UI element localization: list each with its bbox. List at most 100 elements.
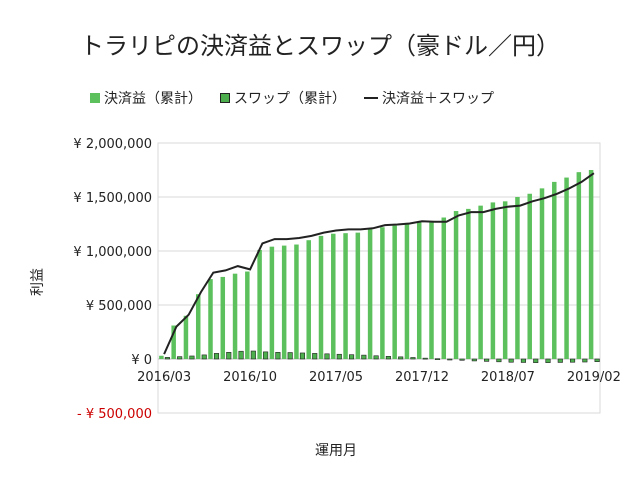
bar-settlement: [294, 244, 299, 359]
bar-settlement: [588, 170, 594, 359]
bar-swap: [238, 350, 244, 360]
legend-item-settlement: 決済益（累計）: [90, 88, 202, 108]
bar-swap: [299, 352, 305, 360]
bar-swap: [570, 358, 576, 363]
y-tick-label: ¥ 500,000: [86, 299, 152, 314]
bar-settlement: [257, 249, 262, 359]
bar-settlement: [367, 229, 373, 359]
y-axis-label: 利益: [30, 268, 46, 296]
bar-settlement: [502, 201, 508, 359]
y-tick-label: ¥ 1,000,000: [73, 245, 152, 260]
bar-settlement: [564, 177, 569, 359]
bar-settlement: [576, 172, 582, 359]
bar-swap: [496, 358, 502, 363]
bar-swap: [484, 358, 490, 362]
bar-swap: [447, 358, 453, 361]
bar-swap: [508, 358, 514, 363]
line-total: [163, 172, 595, 355]
legend-swatch-settlement: [90, 93, 100, 103]
bar-settlement: [159, 355, 164, 359]
x-tick-label: 2019/02: [567, 370, 621, 385]
bar-settlement: [220, 276, 226, 359]
bar-settlement: [539, 188, 545, 359]
bar-settlement: [355, 232, 361, 359]
bar-settlement: [429, 222, 434, 359]
bar-swap: [213, 353, 220, 360]
y-tick-label: - ¥ 500,000: [77, 407, 152, 422]
bar-settlement: [527, 193, 532, 359]
bar-settlement: [515, 197, 520, 359]
bar-settlement: [232, 273, 238, 359]
bar-settlement: [171, 325, 176, 359]
x-tick-label: 2017/05: [309, 370, 363, 385]
bar-swap: [459, 358, 465, 361]
bar-settlement: [466, 208, 471, 359]
bar-swap: [520, 358, 526, 363]
legend-label-total: 決済益＋スワップ: [382, 91, 494, 107]
bar-swap: [557, 358, 563, 363]
legend-item-swap: スワップ（累計）: [220, 88, 346, 108]
bar-settlement: [453, 211, 459, 359]
y-tick-label: ¥ 0: [131, 353, 152, 368]
bar-swap: [287, 352, 293, 360]
bar-settlement: [380, 227, 385, 359]
bar-swap: [434, 358, 441, 360]
bar-settlement: [392, 225, 397, 359]
bar-settlement: [208, 279, 213, 359]
y-tick-label: ¥ 1,500,000: [73, 191, 152, 206]
bar-swap: [533, 358, 539, 363]
legend-label-settlement: 決済益（累計）: [104, 91, 202, 107]
bar-swap: [226, 352, 232, 360]
bar-swap: [275, 352, 281, 360]
bar-swap: [324, 353, 330, 360]
bar-swap: [263, 351, 269, 360]
bar-settlement: [490, 202, 496, 359]
bar-swap: [201, 354, 207, 360]
bar-settlement: [281, 245, 287, 359]
bar-settlement: [269, 246, 275, 359]
legend-label-swap: スワップ（累計）: [234, 91, 346, 107]
bar-swap: [385, 355, 391, 360]
bar-swap: [336, 353, 342, 360]
bar-settlement: [478, 205, 483, 359]
bar-settlement: [195, 294, 201, 359]
chart-title: トラリピの決済益とスワップ（豪ドル／円）: [80, 32, 560, 60]
bar-swap: [410, 357, 416, 360]
legend-swatch-total: [364, 97, 378, 99]
x-tick-label: 2016/10: [223, 370, 277, 385]
legend-swatch-swap: [220, 93, 230, 103]
bar-swap: [422, 357, 428, 360]
bar-settlement: [245, 271, 250, 359]
bar-settlement: [306, 240, 311, 359]
bar-swap: [594, 358, 600, 362]
bar-swap: [582, 358, 588, 363]
x-axis-label: 運用月: [315, 443, 357, 459]
bar-settlement: [441, 217, 447, 359]
bar-swap: [471, 358, 477, 362]
y-tick-label: ¥ 2,000,000: [73, 137, 152, 152]
bar-swap: [189, 355, 195, 360]
bar-settlement: [404, 222, 410, 359]
bar-settlement: [318, 235, 324, 359]
bar-settlement: [183, 315, 189, 359]
bar-swap: [312, 353, 318, 360]
bar-settlement: [343, 233, 348, 359]
legend-item-total: 決済益＋スワップ: [364, 88, 494, 108]
legend: 決済益（累計） スワップ（累計） 決済益＋スワップ: [90, 88, 494, 108]
x-tick-label: 2018/07: [481, 370, 535, 385]
x-tick-label: 2016/03: [137, 370, 191, 385]
bar-swap: [177, 356, 183, 360]
bar-swap: [398, 356, 404, 360]
bar-settlement: [552, 181, 557, 359]
bar-swap: [545, 358, 551, 363]
bar-settlement: [416, 221, 422, 359]
bar-swap: [361, 354, 367, 360]
bar-settlement: [331, 233, 336, 359]
bar-swap: [250, 350, 256, 360]
bar-swap: [164, 357, 170, 360]
bar-swap: [373, 355, 379, 360]
x-tick-label: 2017/12: [395, 370, 449, 385]
bar-swap: [349, 354, 355, 360]
